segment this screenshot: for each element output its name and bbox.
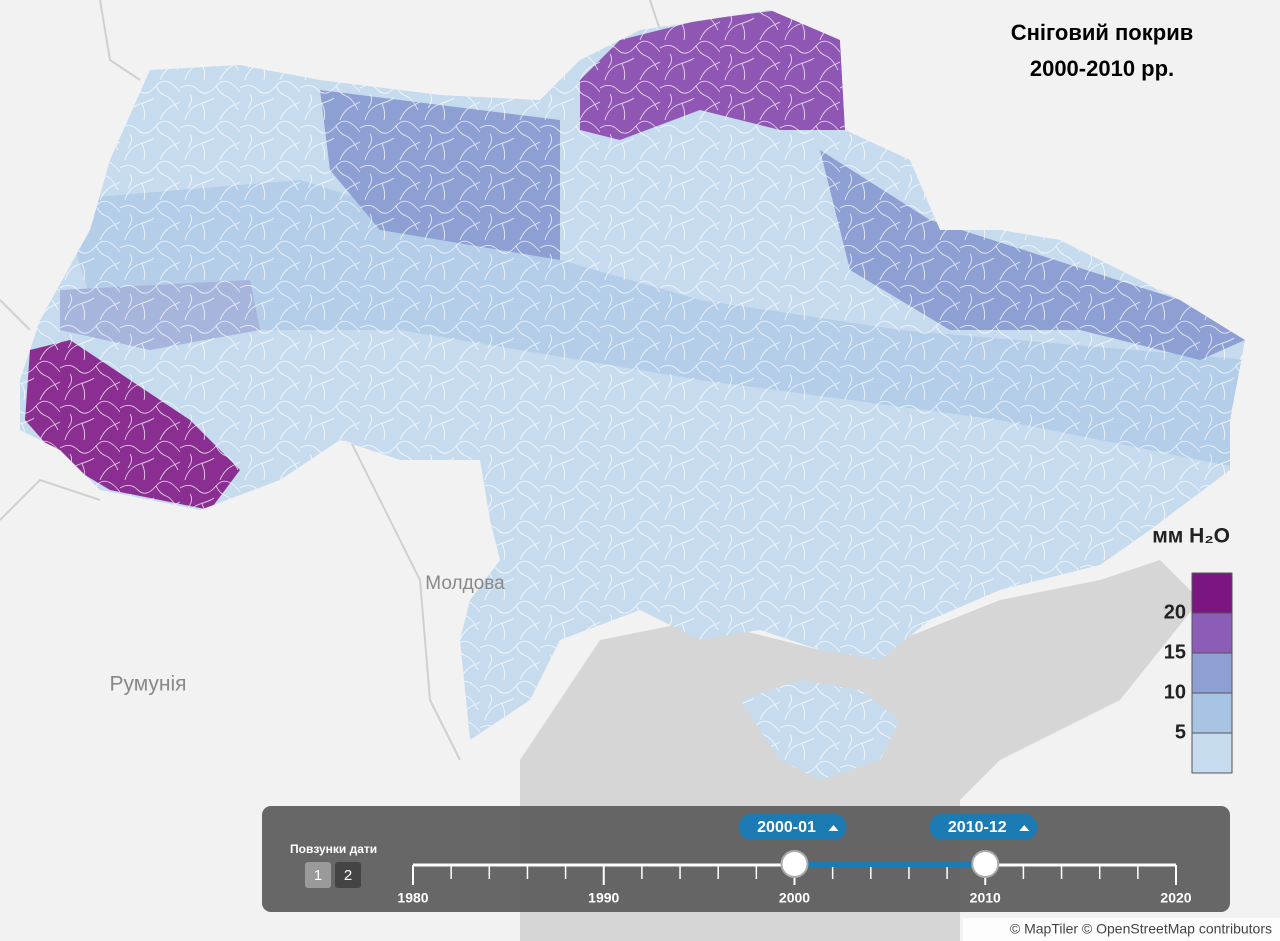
legend-tick-label: 5	[1175, 721, 1186, 743]
slider-label: Повзунки дати	[290, 842, 377, 856]
slider-tick-label: 2000	[779, 890, 810, 906]
slider-handle[interactable]	[780, 850, 809, 878]
handle-arrow[interactable]	[1019, 825, 1030, 831]
title: 2000-2010 рр.	[1030, 56, 1174, 81]
legend-swatch	[1191, 612, 1233, 654]
slider-tick-label: 2010	[970, 890, 1001, 906]
legend-unit: мм H₂O	[1152, 525, 1230, 548]
map-label: Румунія	[109, 673, 186, 696]
legend: 5 10 15 20	[1164, 572, 1233, 774]
legend-swatch	[1191, 732, 1233, 774]
legend-swatch	[1191, 692, 1233, 734]
title: Сніговий покрив	[1011, 20, 1194, 45]
attribution-bg	[963, 918, 1280, 941]
slider-tick-label: 2020	[1160, 890, 1191, 906]
slider-handle[interactable]	[971, 850, 1000, 878]
slider-tick-label: 1990	[588, 890, 619, 906]
handle-label[interactable]: 2010-12	[948, 819, 1007, 836]
legend-tick-label: 15	[1164, 641, 1186, 663]
handle-bubble[interactable]	[929, 814, 1038, 840]
legend-tick-label: 20	[1164, 601, 1186, 623]
legend-swatch	[1191, 652, 1233, 694]
slider[interactable]: 1980 1990 2000 2010 2020 2000-01 2010-12	[397, 814, 1192, 906]
page-button[interactable]	[305, 862, 331, 888]
legend-swatch	[1191, 572, 1233, 614]
slider-tick-label: 1980	[397, 890, 428, 906]
handle-label[interactable]: 2000-01	[757, 819, 816, 836]
page-button-label[interactable]: 2	[344, 867, 352, 884]
handle-arrow[interactable]	[828, 825, 839, 831]
page-button-label[interactable]: 1	[314, 867, 322, 884]
handle-bubble[interactable]	[738, 814, 847, 840]
page-button[interactable]	[335, 862, 361, 888]
legend-tick-label: 10	[1164, 681, 1186, 703]
attribution: © MapTiler © OpenStreetMap contributors	[1010, 921, 1272, 937]
map-label: Молдова	[425, 573, 505, 594]
